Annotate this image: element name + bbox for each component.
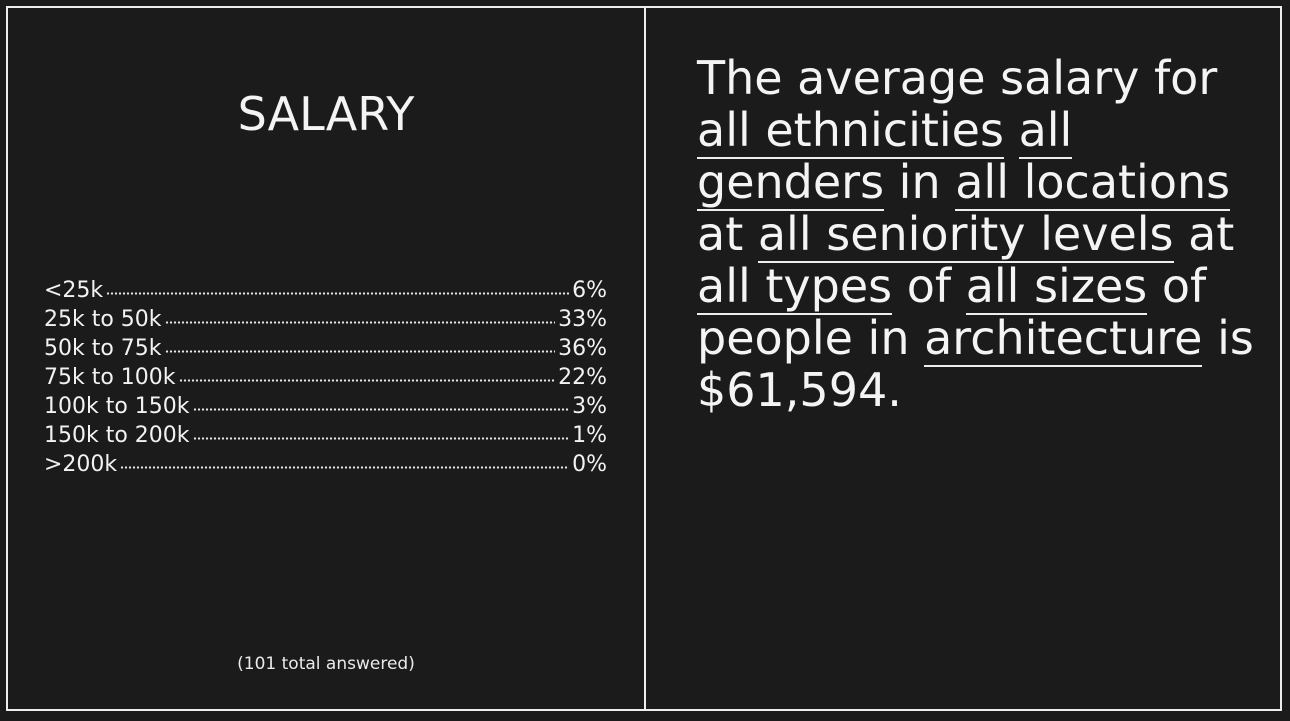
salary-percent-value: 6% [572,278,607,303]
sentence-text: at [1173,207,1235,261]
salary-row-150k-200k: 150k to 200k 1% [44,421,607,450]
salary-distribution-list: <25k 6% 25k to 50k 33% 50k to 75k 36% 75… [44,276,607,479]
salary-panel: SALARY <25k 6% 25k to 50k 33% 50k to 75k… [8,8,644,709]
salary-row-75k-100k: 75k to 100k 22% [44,363,607,392]
average-salary-value: is $61,594. [697,311,1254,417]
sentence-text: at [697,207,758,261]
dot-leader [192,408,570,411]
salary-percent-value: 36% [558,336,607,361]
sentence-text [1004,103,1019,157]
salary-row-25k-50k: 25k to 50k 33% [44,305,607,334]
average-salary-panel: The average salary for all ethnicities a… [697,52,1257,416]
salary-range-label: 75k to 100k [44,365,176,390]
salary-row-100k-150k: 100k to 150k 3% [44,392,607,421]
sentence-text: of people in [697,259,1207,365]
salary-range-label: 50k to 75k [44,336,162,361]
salary-percent-value: 1% [572,423,607,448]
panel-divider [644,6,646,711]
salary-row-50k-75k: 50k to 75k 36% [44,334,607,363]
dot-leader [178,379,556,382]
salary-range-label: <25k [44,278,104,303]
salary-percent-value: 3% [572,394,607,419]
salary-range-label: 25k to 50k [44,307,162,332]
salary-row-over-200k: >200k 0% [44,450,607,479]
dot-leader [120,466,570,469]
seniority-filter-link[interactable]: all seniority levels [757,207,1174,263]
firm-size-filter-link[interactable]: all sizes [965,259,1148,315]
salary-row-under-25k: <25k 6% [44,276,607,305]
sentence-text: in [884,155,956,209]
dot-leader [106,292,570,295]
sentence-text: of [892,259,966,313]
average-salary-sentence: The average salary for all ethnicities a… [697,52,1257,416]
dot-leader [164,321,556,324]
sentence-text: The average salary for [697,51,1218,105]
ethnicity-filter-link[interactable]: all ethnicities [697,103,1004,159]
salary-title: SALARY [237,86,415,141]
dot-leader [192,437,570,440]
field-filter-link[interactable]: architecture [924,311,1203,367]
firm-type-filter-link[interactable]: all types [697,259,893,315]
total-answered-count: (101 total answered) [237,654,415,674]
salary-percent-value: 0% [572,452,607,477]
location-filter-link[interactable]: all locations [955,155,1231,211]
salary-range-label: >200k [44,452,118,477]
dot-leader [164,350,556,353]
salary-percent-value: 33% [558,307,607,332]
gender-filter-link[interactable]: all genders [697,103,1073,211]
salary-percent-value: 22% [558,365,607,390]
salary-range-label: 150k to 200k [44,423,190,448]
salary-range-label: 100k to 150k [44,394,190,419]
